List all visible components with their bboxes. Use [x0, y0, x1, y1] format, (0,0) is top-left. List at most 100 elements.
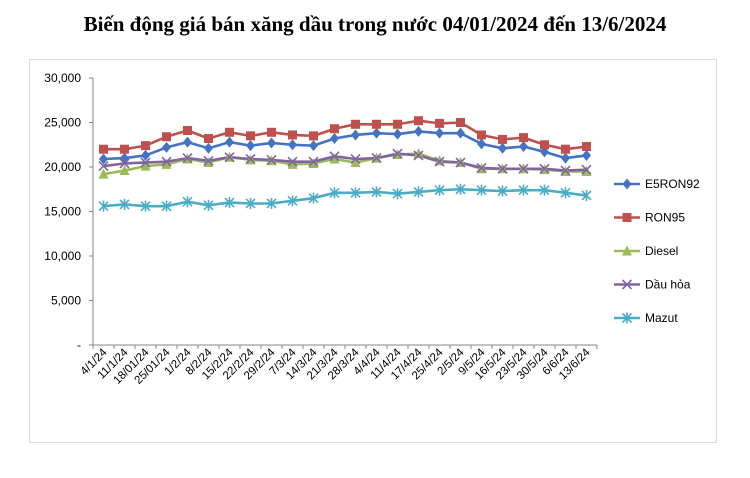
data-point [371, 186, 382, 198]
series-line-0 [103, 130, 587, 161]
data-point [266, 154, 277, 165]
data-point [518, 163, 529, 174]
data-point [413, 148, 424, 159]
legend-label: E5RON92 [645, 177, 700, 191]
data-point [518, 184, 529, 196]
data-point [582, 149, 591, 161]
data-point [476, 162, 487, 173]
data-point [141, 141, 150, 151]
data-point [497, 163, 508, 174]
data-point [330, 124, 339, 134]
data-point [582, 142, 591, 152]
data-point [519, 133, 528, 143]
data-point [98, 161, 109, 172]
y-tick-label: 10,000 [44, 249, 81, 263]
data-point [393, 119, 402, 129]
data-point [413, 150, 424, 161]
data-point [393, 128, 402, 140]
data-point [434, 155, 445, 166]
data-point [161, 200, 172, 212]
data-point [224, 152, 235, 163]
data-point [560, 187, 571, 199]
data-point [308, 157, 319, 168]
data-point [434, 156, 445, 167]
data-point [161, 158, 172, 169]
data-point [329, 153, 340, 164]
chart-title: Biến động giá bán xăng dầu trong nước 04… [83, 12, 667, 36]
legend-marker [622, 178, 632, 190]
data-point [414, 116, 423, 126]
data-point [224, 197, 235, 209]
data-point [351, 129, 360, 141]
legend-label: RON95 [645, 211, 685, 225]
data-point [372, 119, 381, 129]
data-point [162, 141, 171, 153]
data-point [455, 157, 466, 168]
data-point [140, 160, 151, 171]
data-point [183, 126, 192, 136]
data-point [330, 133, 339, 145]
legend-marker [621, 279, 633, 290]
data-point [309, 131, 318, 141]
data-point [246, 131, 255, 141]
data-point [267, 137, 276, 149]
data-point [162, 132, 171, 142]
data-point [371, 153, 382, 164]
data-point [435, 127, 444, 139]
data-point [561, 144, 570, 154]
data-point [308, 192, 319, 204]
data-point [539, 184, 550, 196]
series-line-4 [103, 187, 587, 208]
data-point [98, 200, 109, 212]
series-line-3 [103, 152, 587, 172]
data-point [581, 165, 592, 176]
data-point [99, 153, 108, 165]
data-point [182, 153, 193, 164]
data-point [204, 134, 213, 144]
data-point [182, 196, 193, 208]
data-point [288, 139, 297, 151]
data-point [456, 127, 465, 139]
data-point [519, 141, 528, 153]
data-point [476, 184, 487, 196]
data-point [456, 118, 465, 127]
data-point [455, 183, 466, 195]
legend-marker [622, 245, 632, 256]
data-point [434, 184, 445, 196]
data-point [245, 197, 256, 209]
data-point [120, 152, 129, 164]
data-point [350, 153, 361, 165]
data-point [498, 134, 507, 144]
data-point [203, 157, 214, 168]
data-point [266, 197, 277, 209]
data-point [245, 153, 256, 165]
data-point [392, 148, 403, 159]
data-point [372, 127, 381, 139]
data-point [287, 156, 298, 167]
data-point [498, 142, 507, 154]
legend-marker [622, 213, 632, 222]
y-tick-label: 20,000 [44, 160, 81, 174]
y-tick-label: 15,000 [44, 205, 81, 219]
data-point [414, 125, 423, 137]
data-point [161, 156, 172, 167]
data-point [350, 187, 361, 199]
legend-label: Mazut [645, 311, 678, 325]
data-point [435, 118, 444, 128]
data-point [477, 138, 486, 150]
data-point [288, 130, 297, 140]
data-point [225, 136, 234, 148]
data-point [99, 144, 108, 154]
data-point [120, 144, 129, 154]
data-point [225, 127, 234, 137]
data-point [203, 155, 214, 166]
data-point [308, 156, 319, 167]
data-point [204, 142, 213, 154]
data-point [351, 119, 360, 129]
y-tick-label: 25,000 [44, 116, 81, 130]
data-point [267, 127, 276, 137]
y-tick-label: 30,000 [44, 71, 81, 85]
data-point [497, 185, 508, 197]
data-point [140, 157, 151, 168]
